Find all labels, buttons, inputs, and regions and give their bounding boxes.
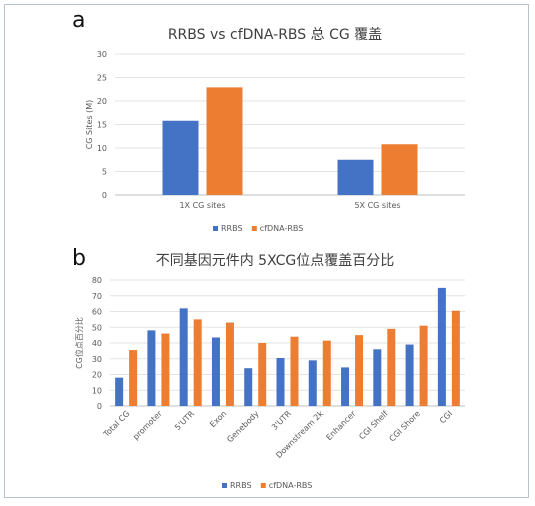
chart-b-bar-cfdna-rbs (161, 333, 170, 406)
chart-b-category-label: 5'UTR (173, 409, 196, 432)
chart-a-ytick-label: 20 (97, 97, 107, 106)
chart-a: 0 5 10 15 20 25 30 CG Sites (M) 1X CG sites 5X CG… (85, 50, 465, 233)
chart-b-bar-rrbs (115, 377, 124, 406)
chart-b-legend-swatch (260, 483, 266, 488)
chart-b-bar-cfdna-rbs (355, 335, 364, 406)
chart-a-y-axis-label: CG Sites (M) (85, 100, 94, 150)
chart-b-ytick-label: 50 (92, 323, 102, 332)
chart-b-bar-rrbs (276, 357, 285, 406)
chart-a-ytick-label: 5 (102, 168, 107, 177)
chart-b-bar-cfdna-rbs (129, 350, 138, 406)
chart-a-ytick-label: 0 (102, 191, 107, 200)
chart-a-ytick-label: 15 (97, 121, 107, 130)
chart-b-bar-rrbs (308, 360, 317, 406)
chart-b-bar-rrbs (211, 337, 220, 406)
chart-a-category-label: 5X CG sites (354, 201, 400, 210)
chart-b-category-label: Total CG (101, 409, 131, 439)
chart-b-bar-cfdna-rbs (258, 343, 267, 406)
chart-b-category-label: CGI (438, 409, 454, 425)
chart-b-title: 不同基因元件内 5XCG位点覆盖百分比 (155, 253, 395, 269)
chart-a-ytick-label: 10 (97, 144, 107, 153)
chart-a-legend-label: cfDNA-RBS (260, 224, 304, 233)
chart-a-legend-swatch (251, 226, 257, 231)
chart-b-category-label: promoter (131, 409, 164, 442)
chart-a-title: RRBS vs cfDNA-RBS 总 CG 覆盖 (167, 27, 383, 43)
chart-b-category-label: 3'UTR (270, 409, 293, 432)
chart-b-legend-swatch (222, 483, 227, 488)
chart-a-bar-rrbs (337, 159, 374, 195)
chart-b-legend-label: cfDNA-RBS (269, 481, 313, 490)
chart-b-bar-cfdna-rbs (451, 310, 460, 406)
chart-b-ytick-label: 10 (92, 386, 102, 395)
chart-b-bar-cfdna-rbs (290, 336, 299, 406)
chart-b-category-label: CGI Shore (388, 409, 423, 444)
chart-b-bar-cfdna-rbs (419, 325, 428, 406)
chart-a-ytick-label: 30 (97, 50, 107, 59)
chart-b-ytick-label: 40 (92, 339, 102, 348)
chart-b-bar-rrbs (341, 367, 350, 406)
chart-b-bar-rrbs (147, 330, 156, 406)
chart-b-category-label: Exon (208, 409, 228, 429)
chart-b-bar-cfdna-rbs (322, 340, 331, 406)
chart-b-y-axis-label: CG位点百分比 (74, 317, 84, 369)
chart-a-bar-rrbs (162, 120, 199, 195)
chart-b-ytick-label: 70 (92, 292, 102, 301)
chart-b-bar-rrbs (405, 344, 414, 406)
chart-b-bar-rrbs (373, 349, 382, 406)
chart-a-legend-label: RRBS (221, 224, 243, 233)
chart-b-ytick-label: 80 (92, 276, 102, 285)
chart-b-bar-cfdna-rbs (193, 319, 202, 406)
chart-b-category-label: Enhancer (324, 409, 358, 443)
chart-a-ytick-label: 25 (97, 74, 107, 83)
chart-b-bar-rrbs (244, 368, 253, 406)
chart-a-bar-cfdna-rbs (381, 144, 418, 195)
chart-b-category-label: Genebody (225, 409, 260, 444)
panel-b-letter: b (72, 246, 86, 271)
chart-a-legend-swatch (213, 226, 218, 231)
chart-b-category-label: CGI Shelf (357, 409, 390, 442)
chart-b-ytick-label: 30 (92, 355, 102, 364)
chart-a-bar-cfdna-rbs (206, 87, 243, 195)
chart-b-bar-cfdna-rbs (387, 328, 396, 406)
chart-b-ytick-label: 60 (92, 308, 102, 317)
chart-b-legend-label: RRBS (230, 481, 252, 490)
chart-a-category-label: 1X CG sites (179, 201, 225, 210)
chart-b-bar-rrbs (437, 287, 446, 406)
chart-b-ytick-label: 0 (97, 402, 102, 411)
chart-b: 0 10 20 30 40 50 60 70 80 CG位点百分比 Total CG promoter… (74, 276, 465, 490)
chart-b-ytick-label: 20 (92, 371, 102, 380)
chart-b-bar-rrbs (179, 308, 188, 406)
figure-frame (4, 4, 529, 498)
panel-a-letter: a (72, 8, 86, 33)
chart-b-bar-cfdna-rbs (225, 322, 234, 406)
